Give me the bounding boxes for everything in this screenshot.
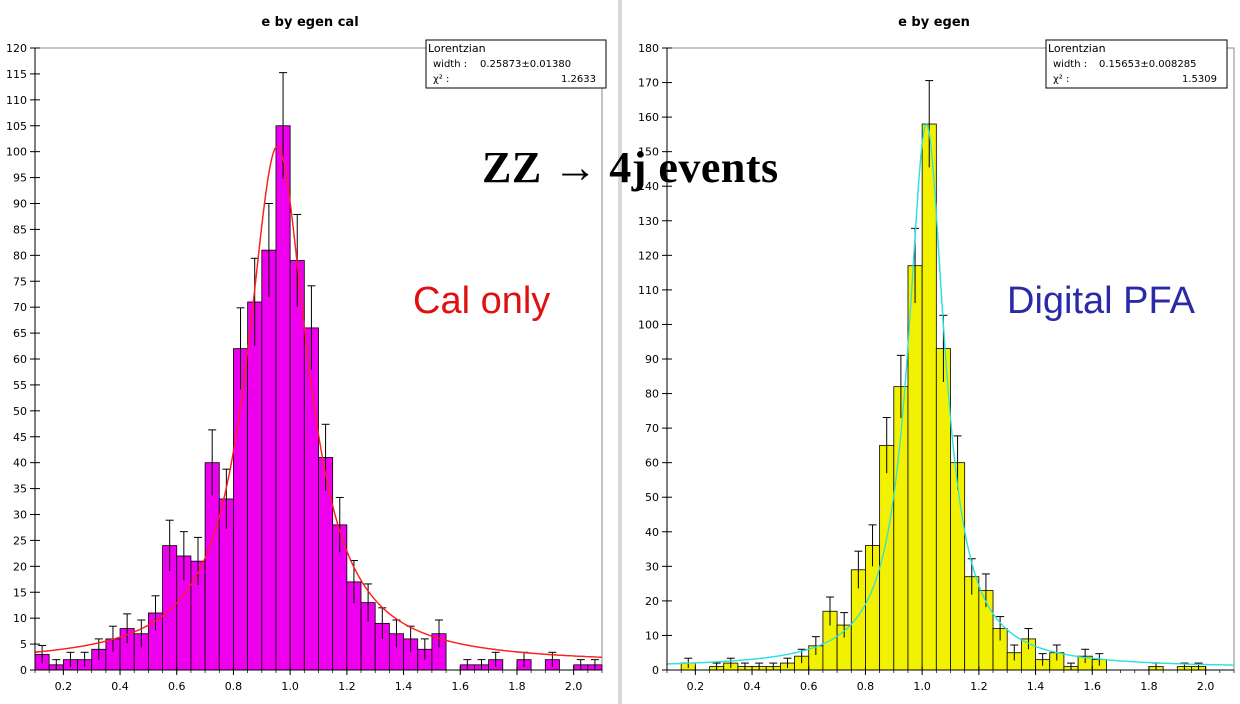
chart-title: e by egen <box>898 15 970 30</box>
histogram-bar <box>921 123 937 671</box>
y-tick-label: 70 <box>645 422 659 435</box>
y-tick-label: 35 <box>13 483 27 496</box>
histogram-bar <box>303 327 319 671</box>
y-tick-label: 25 <box>13 534 27 547</box>
x-tick-label: 1.6 <box>452 680 470 693</box>
legend-width-value: 0.25873±0.01380 <box>480 59 571 70</box>
legend-box: Lorentzian width : 0.25873±0.01380 χ² : … <box>425 39 607 89</box>
x-tick-label: 1.4 <box>395 680 413 693</box>
panel-divider <box>618 0 622 704</box>
y-tick-label: 180 <box>638 42 659 55</box>
legend-chi-value: 1.5309 <box>1182 74 1217 85</box>
histogram-bar <box>907 265 923 671</box>
chart-title: e by egen cal <box>261 15 358 30</box>
y-tick-label: 90 <box>13 198 27 211</box>
x-tick-label: 1.8 <box>508 680 526 693</box>
lorentzian-fit-curve-overlay <box>34 145 603 658</box>
y-tick-label: 95 <box>13 172 27 185</box>
x-tick-label: 2.0 <box>1197 680 1215 693</box>
digital-pfa-label: Digital PFA <box>1007 280 1195 322</box>
x-tick-label: 0.8 <box>225 680 243 693</box>
y-tick-label: 10 <box>645 629 659 642</box>
y-tick-label: 20 <box>13 560 27 573</box>
y-tick-label: 80 <box>13 249 27 262</box>
y-tick-label: 150 <box>638 146 659 159</box>
x-tick-label: 1.2 <box>970 680 988 693</box>
events-title: ZZ → 4j events <box>482 143 779 192</box>
y-tick-label: 30 <box>645 560 659 573</box>
x-tick-label: 2.0 <box>565 680 583 693</box>
y-tick-label: 45 <box>13 431 27 444</box>
legend-box: Lorentzian width : 0.15653±0.008285 χ² :… <box>1045 39 1228 89</box>
histogram-bar <box>275 125 291 671</box>
y-tick-label: 20 <box>645 595 659 608</box>
y-tick-label: 170 <box>638 77 659 90</box>
y-tick-label: 140 <box>638 180 659 193</box>
x-tick-label: 0.8 <box>857 680 875 693</box>
y-tick-label: 40 <box>13 457 27 470</box>
y-tick-label: 80 <box>645 388 659 401</box>
y-tick-label: 60 <box>645 457 659 470</box>
y-tick-label: 120 <box>638 249 659 262</box>
x-tick-label: 0.4 <box>743 680 761 693</box>
y-tick-label: 75 <box>13 275 27 288</box>
x-tick-label: 1.4 <box>1027 680 1045 693</box>
x-tick-label: 0.4 <box>111 680 129 693</box>
x-tick-label: 1.0 <box>913 680 931 693</box>
histogram-bar <box>261 249 277 671</box>
x-tick-label: 0.2 <box>687 680 705 693</box>
y-tick-label: 130 <box>638 215 659 228</box>
y-tick-label: 110 <box>6 94 27 107</box>
y-tick-label: 40 <box>645 526 659 539</box>
x-tick-label: 0.2 <box>55 680 73 693</box>
y-tick-label: 55 <box>13 379 27 392</box>
histogram-bar <box>950 462 966 671</box>
y-tick-label: 50 <box>13 405 27 418</box>
y-tick-label: 50 <box>645 491 659 504</box>
histogram-bar <box>289 260 305 671</box>
histogram-bar <box>233 348 249 671</box>
y-tick-label: 30 <box>13 509 27 522</box>
y-tick-label: 10 <box>13 612 27 625</box>
x-tick-label: 1.2 <box>338 680 356 693</box>
legend-chi-value: 1.2633 <box>561 74 596 85</box>
x-tick-label: 0.6 <box>800 680 818 693</box>
histogram-digital-pfa: e by egen 0 10 20 30 40 50 60 70 80 90 100 110 120 13… <box>638 15 1235 693</box>
legend-title: Lorentzian <box>428 42 486 55</box>
y-tick-label: 105 <box>6 120 27 133</box>
legend-chi-label: χ² : <box>1053 74 1069 85</box>
y-tick-label: 90 <box>645 353 659 366</box>
y-tick-label: 100 <box>6 146 27 159</box>
histogram-bar <box>247 301 263 671</box>
y-tick-label: 60 <box>13 353 27 366</box>
legend-width-value: 0.15653±0.008285 <box>1099 59 1196 70</box>
y-tick-label: 100 <box>638 318 659 331</box>
y-tick-label: 120 <box>6 42 27 55</box>
y-tick-label: 115 <box>6 68 27 81</box>
y-tick-label: 0 <box>20 664 27 677</box>
legend-width-label: width : <box>1053 59 1087 70</box>
x-tick-label: 1.0 <box>281 680 299 693</box>
x-tick-label: 0.6 <box>168 680 186 693</box>
y-tick-label: 5 <box>20 638 27 651</box>
y-tick-label: 85 <box>13 223 27 236</box>
y-tick-label: 160 <box>638 111 659 124</box>
x-tick-label: 1.8 <box>1140 680 1158 693</box>
legend-chi-label: χ² : <box>433 74 449 85</box>
y-tick-label: 15 <box>13 586 27 599</box>
legend-width-label: width : <box>433 59 467 70</box>
legend-title: Lorentzian <box>1048 42 1106 55</box>
y-tick-label: 110 <box>638 284 659 297</box>
y-tick-label: 70 <box>13 301 27 314</box>
lorentzian-fit-curve-overlay <box>666 122 1235 666</box>
cal-only-label: Cal only <box>413 280 551 322</box>
x-tick-label: 1.6 <box>1084 680 1102 693</box>
histogram-cal-only: e by egen cal 0 5 10 15 20 25 30 35 40 45 50 55 60 65… <box>6 15 607 693</box>
y-tick-label: 0 <box>652 664 659 677</box>
y-tick-label: 65 <box>13 327 27 340</box>
